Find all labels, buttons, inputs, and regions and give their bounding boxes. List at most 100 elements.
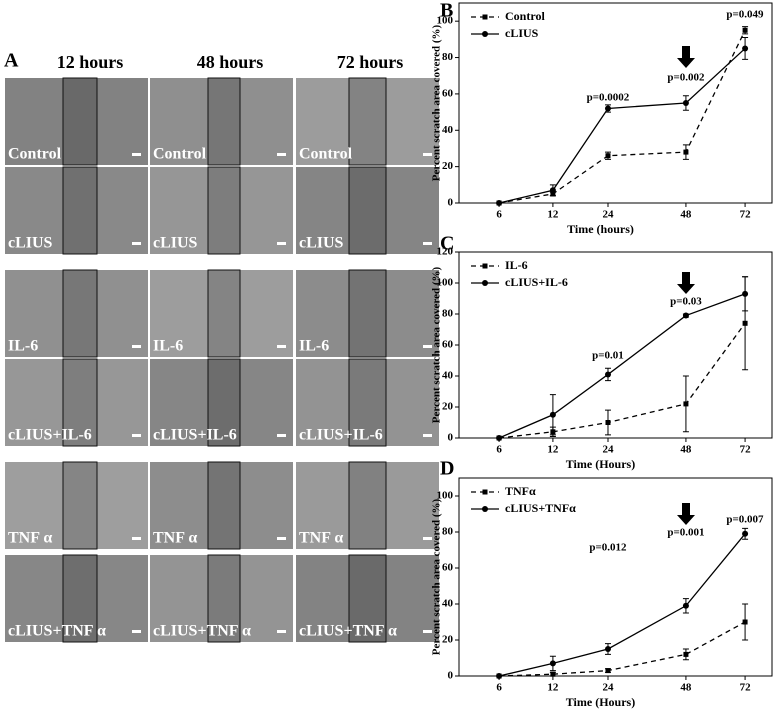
image-label: cLIUS+IL-6	[299, 427, 383, 444]
y-tick-label: 20	[442, 401, 454, 413]
y-tick-label: 20	[442, 634, 454, 646]
column-header: 12 hours	[57, 52, 124, 72]
scale-bar	[132, 345, 141, 348]
scale-bar	[277, 153, 286, 156]
scratch-region	[62, 554, 98, 643]
scale-bar	[423, 153, 432, 156]
image-label: Control	[153, 146, 207, 163]
x-axis-title: Time (Hours)	[566, 695, 635, 709]
scratch-region	[348, 358, 387, 447]
y-tick-label: 120	[437, 246, 454, 258]
plot-frame	[458, 477, 773, 677]
scratch-region	[62, 77, 98, 166]
marker	[682, 602, 689, 609]
y-tick-label: 40	[442, 370, 454, 382]
y-tick-label: 0	[448, 197, 454, 209]
x-tick-label: 72	[740, 209, 752, 221]
scratch-region	[348, 77, 387, 166]
legend-label: cLIUS+TNFα	[505, 501, 576, 515]
x-tick-label: 24	[602, 444, 614, 456]
p-value: p=0.007	[726, 514, 764, 526]
x-tick-label: 6	[496, 209, 502, 221]
y-tick-label: 60	[442, 562, 454, 574]
marker	[605, 420, 611, 425]
scratch-region	[207, 166, 241, 255]
legend-label: IL-6	[505, 258, 528, 272]
image-label: TNF α	[8, 530, 52, 547]
marker	[742, 530, 749, 537]
marker	[742, 320, 748, 326]
image-label: cLIUS	[153, 235, 198, 252]
p-value: p=0.03	[670, 296, 702, 308]
y-tick-label: 60	[442, 339, 454, 351]
scale-bar	[132, 537, 141, 540]
panel-label: C	[440, 233, 454, 255]
marker	[742, 290, 749, 297]
y-tick-label: 100	[437, 490, 454, 502]
marker	[496, 200, 503, 206]
scratch-region	[207, 554, 241, 643]
scale-bar	[132, 153, 141, 156]
scratch-region	[62, 461, 98, 550]
image-label: IL-6	[8, 338, 38, 355]
y-tick-label: 0	[448, 670, 454, 682]
panel-label: B	[440, 0, 453, 22]
plot-frame	[458, 2, 773, 204]
y-axis-title: Percent scratch area covered (%)	[431, 24, 443, 181]
marker	[742, 619, 748, 625]
marker	[605, 153, 611, 159]
scale-bar	[277, 434, 286, 437]
y-axis-title: Percent scratch area covered (%)	[431, 498, 443, 655]
marker	[682, 100, 689, 106]
scale-bar	[132, 630, 141, 633]
x-tick-label: 6	[496, 682, 502, 694]
x-tick-label: 72	[740, 682, 752, 694]
legend-label: TNFα	[505, 484, 536, 498]
column-header: 48 hours	[197, 52, 264, 72]
p-value: p=0.049	[726, 9, 764, 21]
image-label: cLIUS	[8, 235, 53, 252]
scale-bar	[277, 345, 286, 348]
p-value: p=0.001	[667, 527, 704, 539]
image-label: Control	[8, 146, 62, 163]
scratch-region	[348, 269, 387, 358]
arrow	[677, 46, 695, 68]
marker	[549, 660, 556, 667]
scratch-region	[207, 461, 241, 550]
legend-marker	[482, 31, 488, 37]
series-line	[498, 29, 746, 204]
marker	[682, 312, 689, 319]
series-line	[498, 293, 746, 439]
y-tick-label: 100	[437, 15, 454, 27]
legend-marker	[482, 263, 488, 269]
arrow	[677, 503, 695, 525]
p-value: p=0.002	[667, 72, 705, 84]
marker	[605, 668, 611, 674]
legend-label: cLIUS+IL-6	[505, 275, 568, 289]
p-value: p=0.0002	[587, 92, 630, 104]
y-tick-label: 20	[442, 160, 454, 172]
legend-label: Control	[505, 9, 545, 23]
image-label: TNF α	[299, 530, 343, 547]
scale-bar	[423, 345, 432, 348]
marker	[604, 371, 611, 378]
p-value: p=0.01	[592, 350, 624, 362]
x-tick-label: 24	[602, 682, 614, 694]
image-label: cLIUS	[299, 235, 344, 252]
marker	[742, 45, 749, 52]
y-tick-label: 100	[437, 277, 454, 289]
panel-label: A	[4, 50, 19, 72]
scratch-region	[348, 166, 387, 255]
x-axis-title: Time (Hours)	[566, 457, 635, 471]
y-tick-label: 80	[442, 308, 454, 320]
column-header: 72 hours	[337, 52, 404, 72]
y-tick-label: 80	[442, 51, 454, 63]
scratch-region	[207, 269, 241, 358]
legend-marker	[482, 506, 488, 512]
panel-label: D	[440, 458, 454, 480]
x-tick-label: 12	[547, 682, 559, 694]
image-label: cLIUS+TNF α	[8, 623, 106, 640]
image-label: IL-6	[153, 338, 183, 355]
scale-bar	[423, 630, 432, 633]
scale-bar	[277, 630, 286, 633]
